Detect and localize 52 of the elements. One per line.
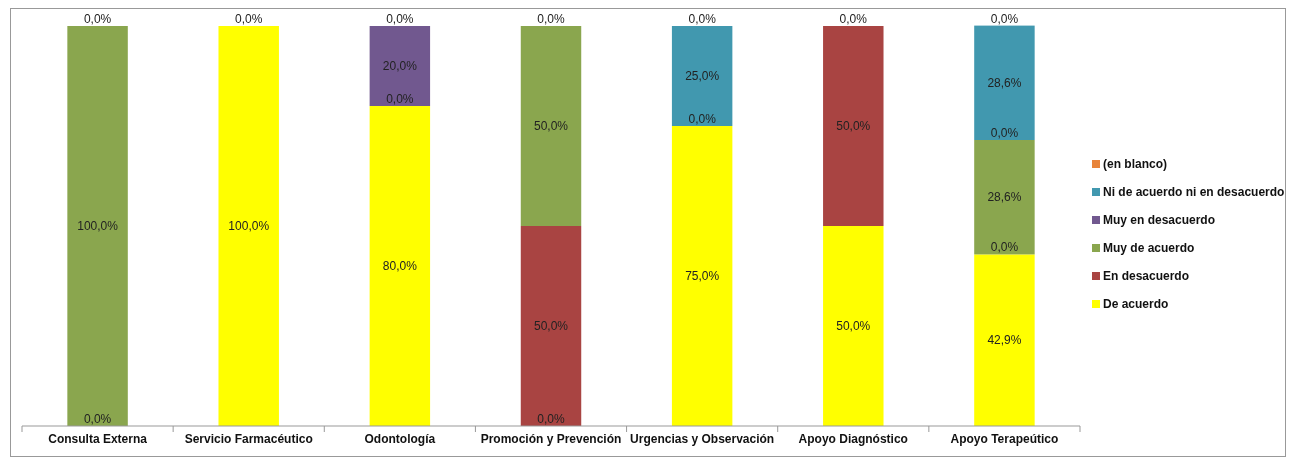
data-label: 50,0% — [533, 319, 569, 333]
annotation: 0,0% — [990, 240, 1019, 255]
bar — [520, 26, 582, 226]
bar — [671, 26, 733, 126]
data-label: 100,0% — [77, 219, 119, 233]
x-tick-label: Promoción y Prevención — [480, 432, 622, 446]
x-tick-label: Odontología — [364, 432, 436, 446]
x-tick-label: Apoyo Diagnóstico — [798, 432, 908, 446]
bar — [369, 106, 431, 426]
data-label: 42,9% — [987, 333, 1022, 348]
data-label: 0,0% — [235, 12, 263, 26]
data-label: 50,0% — [533, 119, 569, 133]
bar — [823, 226, 884, 426]
bar — [520, 226, 582, 426]
legend-label: Muy en desacuerdo — [1103, 213, 1216, 227]
data-label: 28,6% — [987, 190, 1022, 205]
data-label: 25,0% — [685, 69, 720, 83]
bar — [823, 26, 884, 226]
data-label: 0,0% — [688, 12, 717, 26]
data-label: 28,6% — [987, 75, 1022, 90]
data-label: 100,0% — [228, 219, 270, 233]
bar — [671, 126, 733, 426]
data-label: 50,0% — [836, 119, 871, 133]
data-label: 0,0% — [83, 12, 112, 26]
annotation: 0,0% — [386, 92, 414, 106]
x-tick-label: Consulta Externa — [48, 432, 148, 446]
legend-label: Muy de acuerdo — [1103, 241, 1195, 255]
legend-label: (en blanco) — [1103, 157, 1168, 171]
bar — [218, 26, 279, 426]
data-label: 75,0% — [685, 269, 720, 283]
annotation: 0,0% — [83, 412, 112, 426]
legend-label: De acuerdo — [1103, 297, 1169, 311]
x-tick-label: Apoyo Terapeútico — [950, 432, 1059, 446]
x-tick-label: Servicio Farmacéutico — [184, 432, 313, 446]
bar — [974, 25, 1035, 140]
data-label: 50,0% — [836, 319, 871, 333]
annotation: 0,0% — [537, 412, 565, 426]
x-tick-label: Urgencias y Observación — [630, 432, 775, 446]
data-label: 0,0% — [990, 11, 1019, 26]
annotation: 0,0% — [990, 126, 1019, 140]
bar — [67, 26, 128, 426]
data-label: 0,0% — [386, 12, 414, 26]
bar — [974, 254, 1035, 426]
annotation: 0,0% — [688, 112, 717, 126]
data-label: 80,0% — [382, 259, 418, 273]
legend-label: Ni de acuerdo ni en desacuerdo — [1103, 185, 1285, 199]
data-label: 0,0% — [537, 12, 565, 26]
legend-label: En desacuerdo — [1103, 269, 1190, 283]
bar — [974, 140, 1035, 255]
data-label: 20,0% — [382, 59, 418, 73]
data-label: 0,0% — [839, 12, 868, 26]
bar — [369, 26, 431, 106]
